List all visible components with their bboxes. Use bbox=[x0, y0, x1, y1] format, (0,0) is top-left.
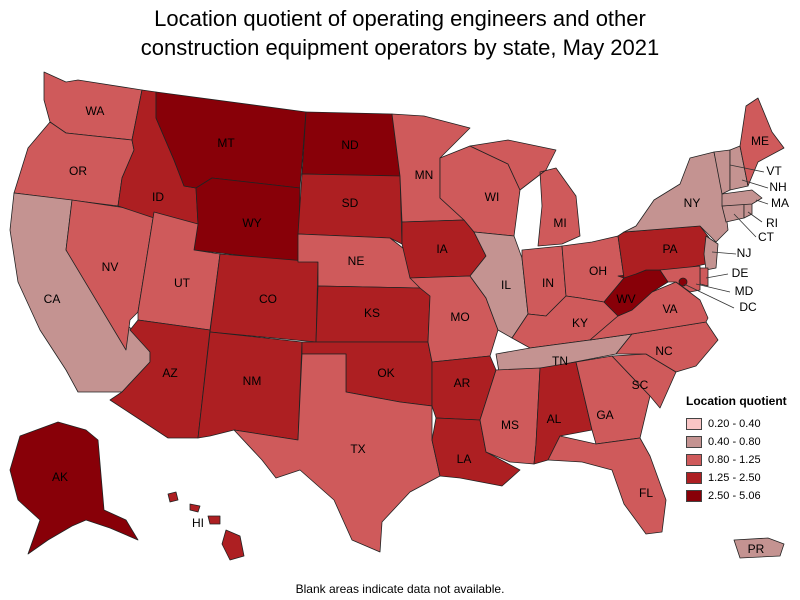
state-label-nv: NV bbox=[102, 260, 119, 274]
state-label-de: DE bbox=[732, 266, 749, 280]
state-label-nd: ND bbox=[341, 138, 359, 152]
state-label-me: ME bbox=[751, 134, 769, 148]
state-label-wy: WY bbox=[242, 216, 261, 230]
state-label-ms: MS bbox=[501, 418, 519, 432]
state-ct[interactable] bbox=[721, 203, 745, 223]
legend-swatch-1 bbox=[686, 417, 702, 430]
legend-label: 2.50 - 5.06 bbox=[708, 489, 761, 502]
state-label-co: CO bbox=[259, 292, 277, 306]
legend-label: 1.25 - 2.50 bbox=[708, 471, 761, 484]
state-label-ky: KY bbox=[572, 316, 588, 330]
state-label-al: AL bbox=[547, 412, 562, 426]
state-label-tx: TX bbox=[350, 442, 365, 456]
title-line-1: Location quotient of operating engineers… bbox=[154, 6, 646, 31]
legend-label: 0.20 - 0.40 bbox=[708, 417, 761, 430]
label-leader-lines bbox=[683, 164, 769, 309]
state-dc[interactable] bbox=[678, 277, 688, 287]
state-label-wi: WI bbox=[485, 190, 500, 204]
map-legend: Location quotient 0.20 - 0.40 0.40 - 0.8… bbox=[686, 394, 798, 506]
state-label-mt: MT bbox=[217, 136, 235, 150]
state-label-ca: CA bbox=[44, 292, 61, 306]
state-label-wa: WA bbox=[86, 104, 105, 118]
state-label-ks: KS bbox=[364, 306, 380, 320]
legend-item: 0.20 - 0.40 bbox=[686, 416, 798, 431]
footnote: Blank areas indicate data not available. bbox=[295, 582, 505, 596]
state-nj[interactable] bbox=[703, 235, 719, 271]
legend-swatch-5 bbox=[686, 489, 702, 502]
state-label-pa: PA bbox=[662, 242, 677, 256]
state-labels: WA OR CA NV ID MT WY UT AZ CO NM ND SD NE KS OK TX MN IA MO… bbox=[44, 104, 789, 556]
legend-item: 0.80 - 1.25 bbox=[686, 452, 798, 467]
state-ak[interactable] bbox=[9, 421, 139, 555]
state-label-ny: NY bbox=[684, 196, 701, 210]
state-label-nh: NH bbox=[769, 180, 786, 194]
state-label-mn: MN bbox=[415, 168, 434, 182]
state-label-pr: PR bbox=[748, 542, 765, 556]
legend-title: Location quotient bbox=[686, 394, 787, 408]
legend-item: 2.50 - 5.06 bbox=[686, 488, 798, 503]
state-ma[interactable] bbox=[721, 189, 763, 207]
legend-label: 0.40 - 0.80 bbox=[708, 435, 761, 448]
state-label-ne: NE bbox=[348, 254, 365, 268]
state-label-nm: NM bbox=[243, 374, 262, 388]
state-sd[interactable] bbox=[297, 173, 403, 245]
state-label-or: OR bbox=[69, 164, 87, 178]
state-fl[interactable] bbox=[547, 435, 667, 535]
state-label-id: ID bbox=[152, 190, 164, 204]
state-hi[interactable] bbox=[167, 491, 245, 561]
legend-item: 1.25 - 2.50 bbox=[686, 470, 798, 485]
legend-label: 0.80 - 1.25 bbox=[708, 453, 761, 466]
legend-swatch-4 bbox=[686, 471, 702, 484]
state-label-tn: TN bbox=[552, 354, 568, 368]
state-label-az: AZ bbox=[162, 366, 177, 380]
state-label-va: VA bbox=[662, 302, 677, 316]
state-label-ct: CT bbox=[758, 230, 775, 244]
state-tx[interactable] bbox=[233, 353, 441, 553]
state-label-mo: MO bbox=[450, 310, 469, 324]
state-label-ak: AK bbox=[52, 470, 68, 484]
legend-swatch-3 bbox=[686, 453, 702, 466]
state-label-ga: GA bbox=[596, 408, 613, 422]
title-line-2: construction equipment operators by stat… bbox=[140, 35, 660, 60]
state-label-hi: HI bbox=[192, 516, 204, 530]
state-il[interactable] bbox=[469, 231, 529, 339]
state-label-dc: DC bbox=[739, 300, 757, 314]
legend-item: 0.40 - 0.80 bbox=[686, 434, 798, 449]
state-label-md: MD bbox=[735, 284, 754, 298]
legend-swatch-2 bbox=[686, 435, 702, 448]
state-label-ri: RI bbox=[766, 216, 778, 230]
state-label-sd: SD bbox=[342, 196, 359, 210]
state-ri[interactable] bbox=[743, 203, 753, 219]
state-label-wv: WV bbox=[616, 292, 635, 306]
state-pr[interactable] bbox=[733, 537, 785, 559]
state-label-in: IN bbox=[542, 276, 554, 290]
map-title: Location quotient of operating engineers… bbox=[0, 4, 800, 62]
state-de[interactable] bbox=[699, 267, 709, 287]
state-label-il: IL bbox=[501, 278, 511, 292]
state-label-oh: OH bbox=[589, 264, 607, 278]
state-label-ia: IA bbox=[436, 242, 447, 256]
state-label-sc: SC bbox=[632, 378, 649, 392]
state-label-fl: FL bbox=[639, 486, 653, 500]
state-label-vt: VT bbox=[766, 164, 782, 178]
state-label-la: LA bbox=[457, 452, 472, 466]
state-label-ar: AR bbox=[454, 376, 471, 390]
state-label-mi: MI bbox=[553, 216, 566, 230]
state-label-nc: NC bbox=[655, 344, 673, 358]
state-mi[interactable] bbox=[469, 139, 581, 247]
state-label-ok: OK bbox=[377, 366, 394, 380]
state-label-ma: MA bbox=[771, 196, 789, 210]
state-label-ut: UT bbox=[174, 276, 191, 290]
state-label-nj: NJ bbox=[737, 246, 752, 260]
